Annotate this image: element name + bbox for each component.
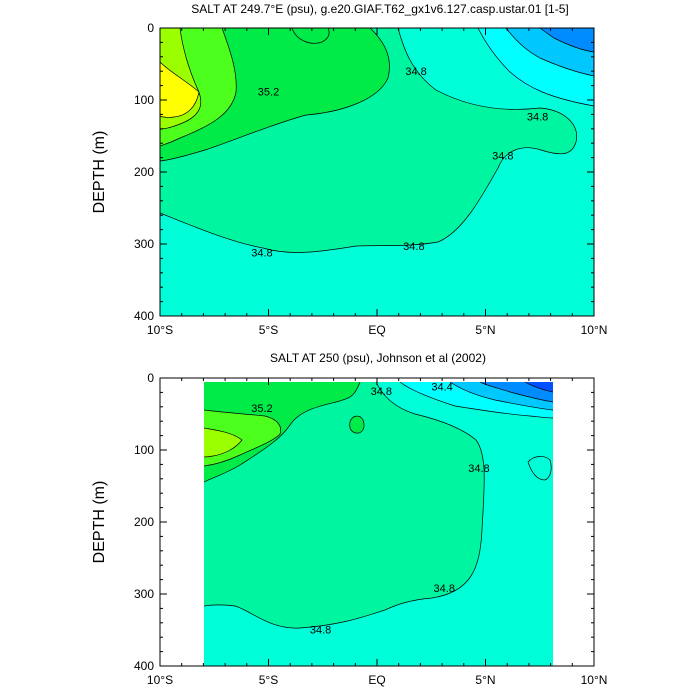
bottom-x-tick-label: 5°S — [259, 673, 278, 687]
bottom-band-green-blob — [349, 416, 365, 434]
bottom-panel: SALT AT 250 (psu), Johnson et al (2002) — [91, 351, 607, 687]
top-y-tick-label: 100 — [134, 93, 154, 107]
bottom-contour-label: 34.8 — [310, 624, 331, 636]
top-contour-cyan — [477, 28, 594, 107]
bottom-contour-35.0 — [204, 382, 361, 483]
bottom-x-tick-label: EQ — [368, 673, 385, 687]
top-contour-labels: 35.2 34.8 34.8 34.8 34.8 34.8 — [251, 66, 548, 260]
top-x-tick-label: 5°S — [259, 323, 278, 337]
top-band-blue — [540, 28, 594, 52]
bottom-y-tick-label: 400 — [134, 659, 154, 673]
bottom-contour-35.2 — [204, 409, 281, 467]
top-y-tick-label: 300 — [134, 237, 154, 251]
bottom-x-tick-label: 10°N — [581, 673, 608, 687]
top-y-tick-label: 0 — [147, 21, 154, 35]
bottom-contour-34.4 — [399, 382, 553, 419]
bottom-contour-34.8 — [204, 382, 485, 629]
top-contour-skyblue — [505, 28, 594, 77]
bottom-contour-labels: 35.2 34.8 34.4 34.8 34.8 34.8 — [251, 382, 489, 637]
top-salinity-field — [160, 28, 594, 316]
top-contour-34.8 — [160, 28, 577, 253]
bottom-salinity-field — [204, 382, 553, 666]
top-contour-35.0 — [160, 28, 390, 162]
top-contour-35.6 — [160, 61, 200, 118]
bottom-contour-blob-aqua — [527, 456, 552, 481]
top-contour-label: 34.8 — [403, 241, 424, 253]
bottom-contour-label: 34.8 — [468, 463, 489, 475]
top-y-axis-label: DEPTH (m) — [91, 131, 108, 214]
top-contour-label: 34.8 — [405, 66, 426, 78]
top-x-tick-label: EQ — [368, 323, 385, 337]
bottom-contour-blob-green — [349, 415, 365, 434]
bottom-band-aquagreen — [204, 382, 485, 629]
top-contour-label: 34.8 — [527, 112, 548, 124]
bottom-contour-label: 35.2 — [251, 403, 272, 415]
top-contour-label: 35.2 — [258, 86, 279, 98]
top-contour-blue — [539, 28, 594, 53]
bottom-chart-title: SALT AT 250 (psu), Johnson et al (2002) — [270, 351, 486, 365]
bottom-band-aqua-blob — [528, 456, 552, 480]
top-contour-35.4 — [160, 28, 202, 130]
bottom-y-tick-label: 200 — [134, 515, 154, 529]
top-x-tick-label: 5°N — [475, 323, 495, 337]
bottom-x-tick-label: 5°N — [475, 673, 495, 687]
bottom-y-axis-label: DEPTH (m) — [91, 481, 108, 564]
bottom-band-yellowgreen — [204, 428, 242, 457]
top-contour-35.2 — [160, 28, 237, 147]
bottom-y-tick-label: 300 — [134, 587, 154, 601]
top-band-yellow — [160, 62, 199, 118]
top-chart-title: SALT AT 249.7°E (psu), g.e20.GIAF.T62_gx… — [191, 2, 568, 16]
top-x-tick-label: 10°N — [581, 323, 608, 337]
bottom-contour-34.0 — [479, 382, 553, 403]
bottom-contour-label: 34.8 — [434, 583, 455, 595]
top-y-tick-label: 200 — [134, 165, 154, 179]
bottom-contour-label: 34.4 — [431, 382, 452, 394]
bottom-axis-ticks: 10°S 5°S EQ 5°N 10°N 0 100 200 300 400 — [134, 371, 607, 687]
top-contour-small — [291, 28, 330, 44]
bottom-y-tick-label: 0 — [147, 371, 154, 385]
bottom-x-tick-label: 10°S — [147, 673, 173, 687]
bottom-band-green — [204, 382, 360, 482]
bottom-contour-35.4 — [204, 427, 243, 458]
top-panel: SALT AT 249.7°E (psu), g.e20.GIAF.T62_gx… — [91, 2, 607, 337]
top-y-tick-label: 400 — [134, 309, 154, 323]
bottom-contour-label: 34.8 — [371, 386, 392, 398]
top-axis-ticks: 10°S 5°S EQ 5°N 10°N 0 100 200 300 400 — [134, 21, 607, 337]
top-contour-label: 34.8 — [251, 248, 272, 260]
top-x-tick-label: 10°S — [147, 323, 173, 337]
bottom-band-blue — [480, 382, 553, 402]
bottom-band-deepblue — [525, 382, 553, 392]
bottom-y-tick-label: 100 — [134, 443, 154, 457]
bottom-contour-34.2 — [449, 382, 553, 411]
top-contour-label: 34.8 — [492, 150, 513, 162]
bottom-contour-33.8 — [524, 382, 553, 393]
